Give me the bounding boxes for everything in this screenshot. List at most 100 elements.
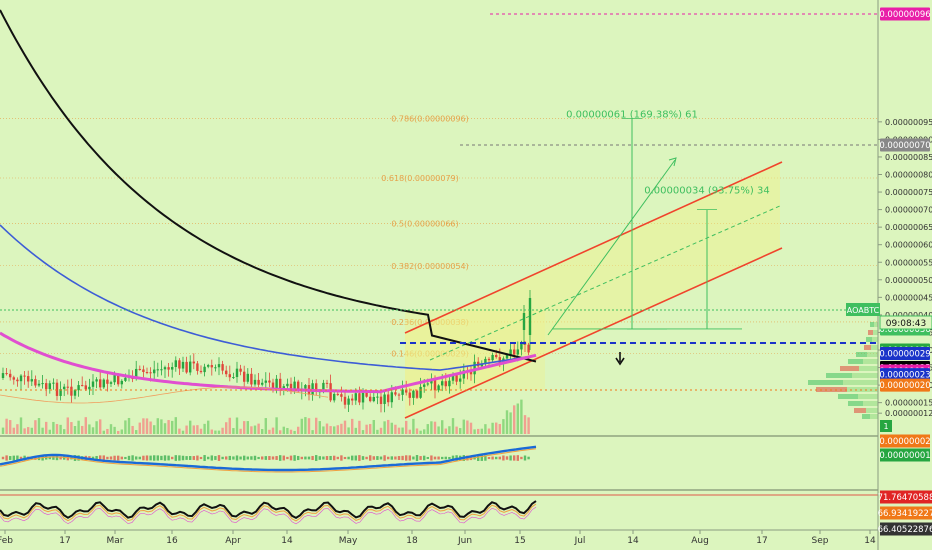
candle-body [63,386,66,390]
volume-bar [336,425,339,434]
macd-badge [880,434,930,448]
macd-hist-bar [163,455,167,461]
volume-bar [318,421,321,434]
volume-bar [455,426,458,434]
volume-bar [513,405,516,434]
time-tick-label: 17 [756,536,767,546]
macd-hist-bar [214,456,217,460]
volume-bar [347,427,350,434]
candle-body [257,379,260,385]
candle-body [142,369,145,373]
macd-hist-bar [268,456,271,460]
candle-body [160,369,163,371]
macd-hist-bar [408,455,411,461]
vprofile-bar [871,345,878,350]
volume-bar [145,418,149,434]
projection-arrow[interactable] [547,159,676,336]
volume-bar [167,420,170,434]
candle-body [412,390,415,398]
macd-hist-bar [113,455,116,461]
macd-hist-bar [390,456,393,460]
candle-body [498,357,501,363]
candle-body [516,349,519,355]
price-badge-label: 0.00000096 [879,10,930,20]
channel-upper-line[interactable] [404,161,783,334]
macd-hist-bar [523,455,527,461]
macd-hist-bar [315,455,318,461]
volume-bar [178,428,181,434]
time-axis[interactable]: Feb 17 Mar 16 Apr 14 May 18 Jun 15 Jul 14 Aug 17 Sep 14 [0,529,878,546]
volume-bar [502,419,505,434]
ma-black-line[interactable] [0,9,537,363]
volume-bar [372,419,375,434]
volume-bar [289,429,293,434]
volume-bar [361,430,365,434]
rsi-line [0,500,537,520]
macd-hist-bar [124,456,127,460]
macd-hist-bar [477,455,480,461]
symbol-badge: AOABTC [846,303,880,316]
macd-hist-bar [246,456,249,460]
volume-bar [487,428,491,434]
rsi-badge-label: 66.93419227 [878,509,932,519]
macd-badge-label: 0.00000002 [879,437,930,447]
macd-hist-bar [289,455,293,461]
time-tick-label: Jun [457,536,472,546]
down-arrow-icon[interactable] [615,352,625,366]
candle-body [84,385,87,390]
macd-hist-bar [207,456,210,460]
volume-bar [491,422,494,434]
candle-body [325,382,329,384]
candle-body [73,390,77,396]
arrow-head-icon [668,157,677,167]
candle-body [487,358,491,361]
candle-body [275,378,278,390]
volume-bar [131,425,134,434]
ma-blue-line[interactable] [0,224,537,371]
macd-hist-bar [379,456,383,460]
volume-bar [113,426,116,434]
candle-body [462,370,465,379]
candle-body [419,386,422,398]
macd-hist-bar [250,456,253,460]
channel-lower-line[interactable] [404,247,783,419]
candle-body [178,360,181,369]
macd-hist-bar [426,456,429,460]
macd-badge [880,448,930,462]
candle-body [153,369,156,374]
candle-body [149,372,152,374]
volume-bar [304,417,307,434]
candle-body [520,342,523,350]
volume-bar [423,429,426,434]
measure-label: 0.00000034 (93.75%) 34 [644,186,769,197]
macd-hist-bar [189,456,192,460]
candle-body [509,349,512,355]
macd-hist-bar [106,456,109,460]
price-tick-label: 0.00000012 [885,409,932,418]
candle-body [271,382,275,390]
candle-body [322,382,325,392]
macd-hist-bar [509,455,512,461]
macd-hist-bar [397,456,401,460]
candle-body [527,344,530,353]
macd-hist-bar [232,456,235,460]
candle-body [286,383,289,387]
candle-body [415,390,419,398]
candle-body [354,393,357,401]
candle-body [88,386,91,390]
price-tick-label: 0.00000065 [885,223,932,232]
volume-bar [185,425,188,434]
volume-bar [52,421,55,434]
volume-bar [41,427,44,434]
candle-body [9,373,12,378]
volume-bar [253,425,257,434]
macd-hist-bar [307,456,311,460]
candle-body [423,384,426,387]
macd-hist-bar [271,456,275,460]
volume-bar [156,418,159,434]
candle-body [66,386,69,388]
candle-body [340,394,343,397]
price-tick-label: 0.00000015 [885,399,932,408]
volume-bar [12,427,15,434]
